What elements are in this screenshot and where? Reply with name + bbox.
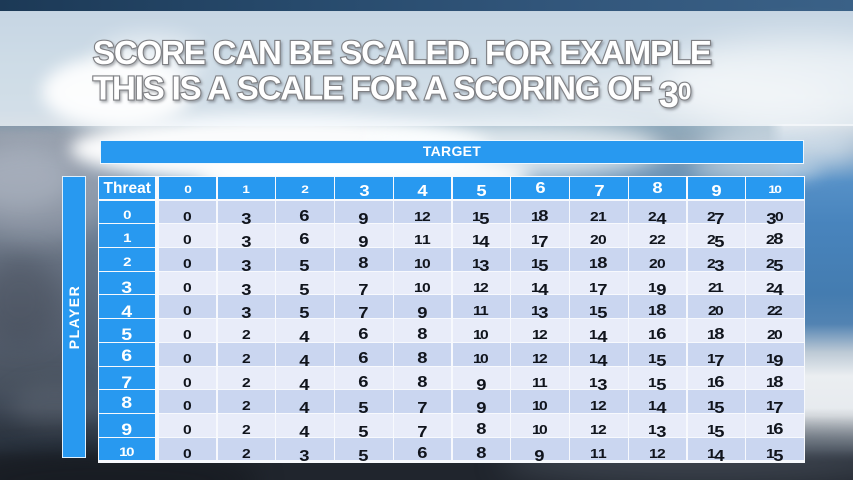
svg-text:THIS IS A SCALE FOR A SCORING: THIS IS A SCALE FOR A SCORING OF 30 (93, 69, 691, 115)
svg-text:SCORE CAN BE SCALED. FOR EXAMP: SCORE CAN BE SCALED. FOR EXAMPLE (93, 34, 711, 71)
